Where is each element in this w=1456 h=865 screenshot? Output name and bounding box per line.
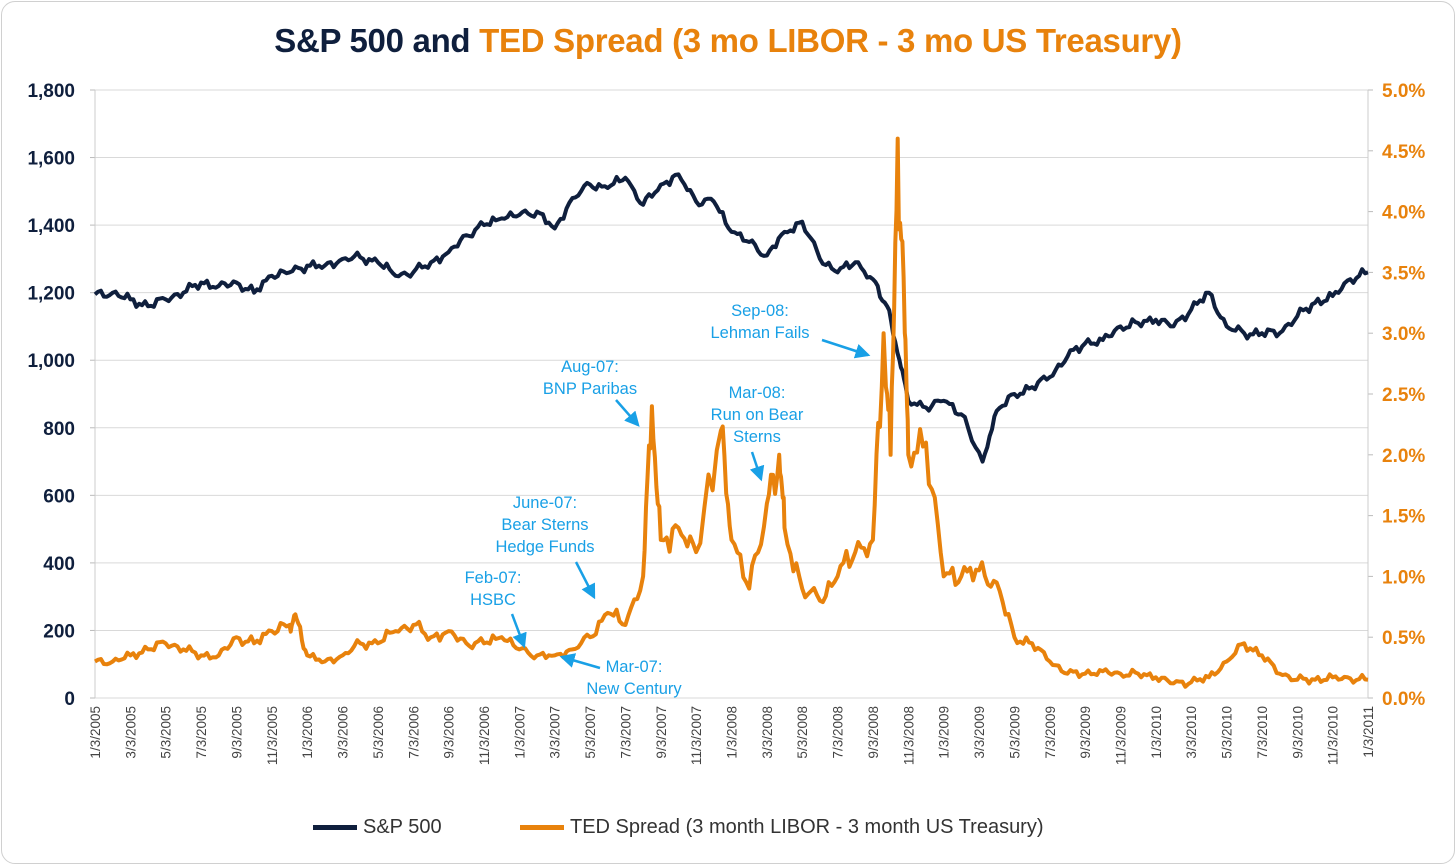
annotation-line: Hedge Funds (495, 538, 595, 556)
y-left-tick-label: 1,000 (27, 351, 75, 372)
x-tick-label: 9/3/2007 (654, 706, 669, 759)
legend-swatch (313, 825, 357, 830)
annotation-aug07: Aug-07: BNP Paribas (543, 356, 637, 400)
x-tick-label: 7/3/2008 (831, 706, 846, 759)
x-tick-label: 9/3/2005 (229, 706, 244, 759)
title-sp500-part: S&P 500 and (274, 22, 480, 59)
x-tick-label: 7/3/2007 (618, 706, 633, 759)
y-left-tick-label: 800 (43, 419, 75, 440)
x-tick-label: 3/3/2006 (336, 706, 351, 759)
annotation-arrow (749, 451, 765, 482)
legend-label: S&P 500 (363, 816, 442, 838)
x-tick-label: 5/3/2009 (1007, 706, 1022, 759)
y-right-tick-label: 2.5% (1382, 385, 1425, 406)
annotation-line: June-07: (512, 494, 578, 512)
ted-spread-line (93, 136, 1369, 689)
x-tick-label: 5/3/2008 (795, 706, 810, 759)
annotation-arrow (821, 338, 871, 359)
x-tick-label: 3/3/2008 (760, 706, 775, 759)
x-tick-label: 7/3/2005 (194, 706, 209, 759)
annotation-mar08: Mar-08: Run on Bear Sterns (711, 382, 804, 448)
x-tick-label: 7/3/2006 (406, 706, 421, 759)
chart-title: S&P 500 and TED Spread (3 mo LIBOR - 3 m… (0, 22, 1456, 60)
x-tick-label: 9/3/2008 (866, 706, 881, 759)
annotation-line: Sterns (733, 428, 781, 446)
annotation-line: New Century (586, 680, 682, 698)
y-right-tick-label: 1.0% (1382, 567, 1425, 588)
annotation-line: Sep-08: (731, 302, 789, 320)
x-tick-label: 1/3/2005 (88, 706, 103, 759)
x-tick-label: 3/3/2010 (1184, 706, 1199, 759)
x-tick-label: 11/3/2005 (265, 706, 280, 765)
x-tick-label: 7/3/2010 (1255, 706, 1270, 759)
y-right-tick-label: 1.5% (1382, 507, 1425, 528)
x-tick-label: 11/3/2008 (901, 706, 916, 765)
x-tick-label: 1/3/2006 (300, 706, 315, 759)
annotation-sep08: Sep-08: Lehman Fails (710, 300, 809, 344)
x-tick-label: 3/3/2009 (972, 706, 987, 759)
x-tick-label: 11/3/2010 (1326, 706, 1341, 765)
x-tick-label: 3/3/2005 (123, 706, 138, 759)
y-right-tick-label: 4.0% (1382, 203, 1425, 224)
annotation-arrow (574, 561, 596, 600)
y-left-tick-label: 1,800 (27, 81, 75, 102)
x-tick-label: 7/3/2009 (1043, 706, 1058, 759)
x-tick-label: 11/3/2007 (689, 706, 704, 765)
annotation-line: Aug-07: (561, 358, 619, 376)
annotation-line: Lehman Fails (710, 324, 810, 342)
annotation-line: Feb-07: (464, 569, 522, 587)
annotation-jun07: June-07: Bear Sterns Hedge Funds (495, 492, 594, 558)
y-left-tick-label: 600 (43, 486, 75, 507)
y-left-tick-label: 400 (43, 554, 75, 575)
y-left-tick-label: 1,400 (27, 216, 75, 237)
annotation-arrow (510, 613, 527, 649)
x-tick-label: 11/3/2006 (477, 706, 492, 765)
y-right-tick-label: 3.5% (1382, 263, 1425, 284)
x-tick-label: 9/3/2010 (1290, 706, 1305, 759)
y-left-tick-label: 1,200 (27, 284, 75, 305)
y-right-tick-label: 0.0% (1382, 689, 1425, 710)
annotation-line: Mar-07: (605, 658, 663, 676)
y-right-tick-label: 2.0% (1382, 446, 1425, 467)
legend-item-ted: TED Spread (3 month LIBOR - 3 month US T… (520, 816, 1044, 839)
x-tick-label: 1/3/2009 (937, 706, 952, 759)
legend-swatch (520, 825, 564, 830)
annotation-line: Bear Sterns (501, 516, 589, 534)
x-tick-label: 3/3/2007 (548, 706, 563, 759)
y-left-tick-label: 200 (43, 621, 75, 642)
annotation-feb07: Feb-07: HSBC (465, 567, 522, 611)
x-tick-label: 9/3/2009 (1078, 706, 1093, 759)
annotation-arrow (559, 653, 601, 670)
y-left-tick-label: 1,600 (27, 149, 75, 170)
annotation-line: BNP Paribas (542, 380, 638, 398)
x-tick-label: 5/3/2007 (583, 706, 598, 759)
x-tick-label: 11/3/2009 (1113, 706, 1128, 765)
y-left-tick-label: 0 (64, 689, 75, 710)
sp500-line (93, 172, 1369, 464)
annotation-arrow (615, 399, 640, 427)
x-tick-label: 9/3/2006 (442, 706, 457, 759)
legend-item-sp500: S&P 500 (313, 816, 442, 839)
x-tick-label: 1/3/2011 (1361, 706, 1376, 758)
y-right-tick-label: 0.5% (1382, 628, 1425, 649)
annotation-line: Run on Bear (710, 406, 804, 424)
x-tick-label: 1/3/2008 (725, 706, 740, 759)
annotation-line: Mar-08: (728, 384, 786, 402)
x-tick-label: 5/3/2006 (371, 706, 386, 759)
legend-label: TED Spread (3 month LIBOR - 3 month US T… (570, 816, 1044, 838)
x-tick-label: 1/3/2010 (1149, 706, 1164, 759)
y-right-tick-label: 3.0% (1382, 324, 1425, 345)
title-ted-part: TED Spread (3 mo LIBOR - 3 mo US Treasur… (479, 22, 1182, 59)
y-right-tick-label: 5.0% (1382, 81, 1425, 102)
annotation-line: HSBC (470, 591, 516, 609)
annotation-mar07: Mar-07: New Century (586, 656, 681, 700)
x-tick-label: 5/3/2005 (159, 706, 174, 759)
y-right-tick-label: 4.5% (1382, 142, 1425, 163)
x-tick-label: 1/3/2007 (512, 706, 527, 759)
x-tick-label: 5/3/2010 (1220, 706, 1235, 759)
